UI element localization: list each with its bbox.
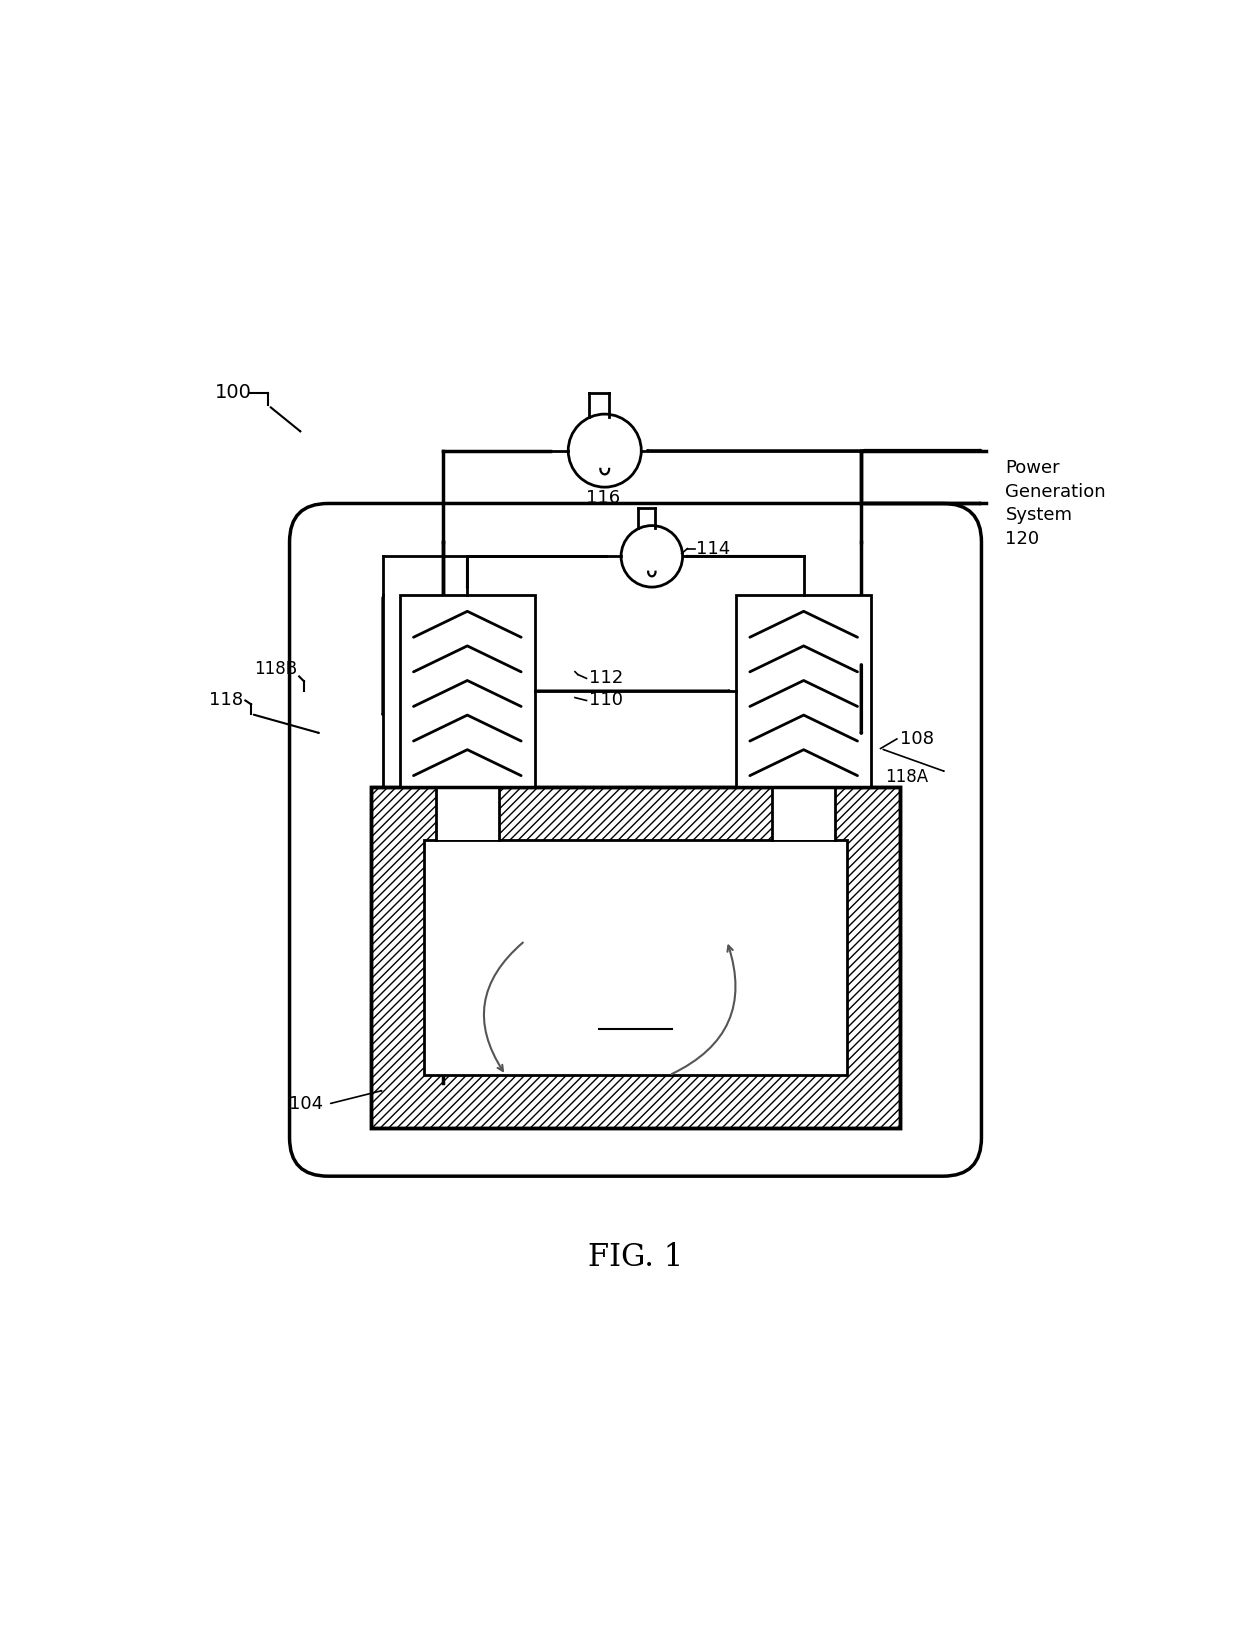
Bar <box>737 595 870 787</box>
Text: FIG. 1: FIG. 1 <box>588 1243 683 1274</box>
Text: 112: 112 <box>589 669 624 687</box>
Bar <box>424 840 847 1075</box>
Bar <box>371 787 900 1128</box>
Text: 116: 116 <box>585 488 620 506</box>
Text: 118: 118 <box>210 692 243 710</box>
Bar <box>773 783 835 840</box>
FancyBboxPatch shape <box>289 503 982 1175</box>
Bar <box>371 787 900 1128</box>
Text: 118B: 118B <box>254 659 298 677</box>
Text: Power
Generation
System
120: Power Generation System 120 <box>1006 459 1106 547</box>
Text: 110: 110 <box>589 692 624 710</box>
Text: 104: 104 <box>289 1095 324 1113</box>
Text: 114: 114 <box>696 539 730 557</box>
Bar <box>436 783 498 840</box>
Text: 118A: 118A <box>885 768 929 786</box>
Text: 108: 108 <box>900 730 934 748</box>
Text: 100: 100 <box>215 383 252 403</box>
Bar <box>401 595 534 787</box>
Text: 102: 102 <box>615 1008 656 1028</box>
Bar <box>371 787 900 1128</box>
